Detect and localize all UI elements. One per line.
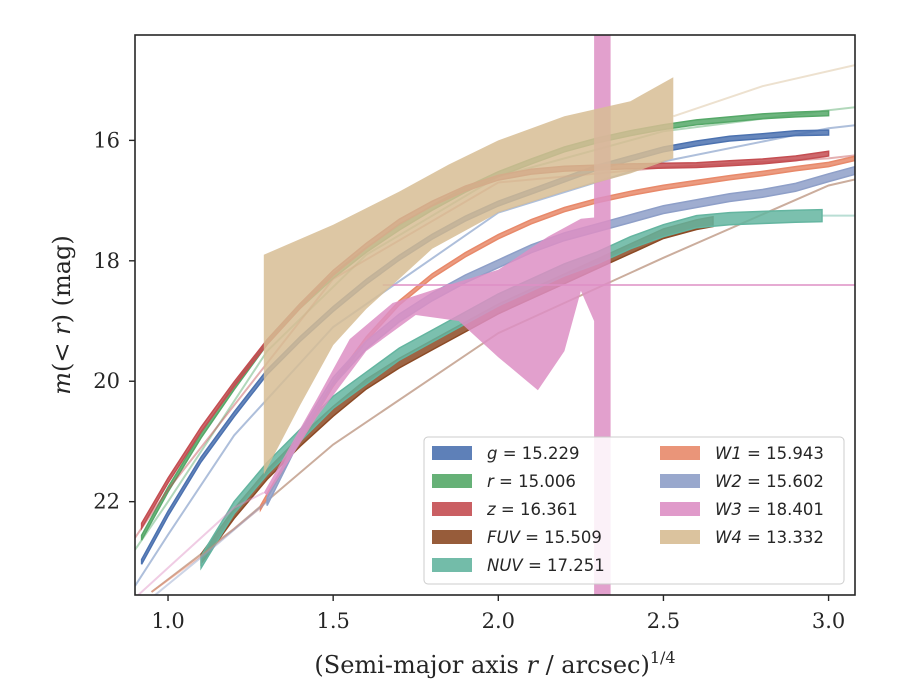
legend-swatch	[660, 502, 700, 516]
x-axis-title: (Semi-major axis r / arcsec)1/4	[314, 648, 675, 679]
x-tick-label: 3.0	[812, 609, 845, 633]
y-tick-label: 20	[93, 369, 120, 393]
legend-swatch	[432, 446, 472, 460]
series-layer	[135, 35, 855, 595]
legend-label: W2 = 15.602	[715, 472, 824, 491]
series-w4-extension	[672, 64, 855, 118]
legend-label: g = 15.229	[487, 444, 580, 463]
series-nuv-band	[200, 208, 823, 571]
legend-label: W3 = 18.401	[715, 500, 824, 519]
x-tick-label: 1.5	[316, 609, 349, 633]
legend-item-z: z = 16.361	[432, 500, 578, 519]
legend-swatch	[432, 502, 472, 516]
legend-label: r = 15.006	[487, 472, 576, 491]
legend-label: FUV = 15.509	[487, 528, 602, 547]
y-axis-title: m(< r) (mag)	[48, 235, 76, 395]
x-tick-label: 2.5	[647, 609, 680, 633]
legend-item-w4: W4 = 13.332	[660, 528, 824, 547]
legend-item-w2: W2 = 15.602	[660, 472, 824, 491]
legend-item-nuv: NUV = 17.251	[432, 556, 605, 575]
plot-frame	[134, 34, 856, 596]
y-tick-label: 16	[93, 128, 120, 152]
ticks-layer: 1.0 1.5 2.0 2.5 3.0 16 18 20 22	[93, 128, 845, 633]
legend-swatch	[660, 530, 700, 544]
legend-item-r: r = 15.006	[432, 472, 576, 491]
series-w1-extension	[150, 506, 262, 593]
y-tick-label: 18	[93, 249, 120, 273]
legend-swatch	[660, 446, 700, 460]
legend-swatch	[660, 474, 700, 488]
legend-swatch	[432, 474, 472, 488]
legend-item-w1: W1 = 15.943	[660, 444, 824, 463]
series-w4-area	[263, 77, 674, 475]
legend: g = 15.229 r = 15.006 z = 16.361 FUV = 15.5…	[423, 436, 845, 585]
x-tick-label: 1.0	[151, 609, 184, 633]
y-tick-label: 22	[93, 490, 120, 514]
legend-label: W1 = 15.943	[715, 444, 824, 463]
series-nuv	[200, 208, 855, 571]
legend-label: NUV = 17.251	[487, 556, 605, 575]
series-w3-area	[263, 35, 611, 595]
series-w3-extension	[136, 491, 265, 595]
legend-swatch	[432, 530, 472, 544]
series-w1	[150, 155, 855, 593]
series-w3	[136, 35, 855, 595]
x-tick-label: 2.0	[482, 609, 515, 633]
series-w1-band	[259, 155, 855, 513]
series-w2-extension	[153, 500, 268, 595]
legend-label: W4 = 13.332	[715, 528, 824, 547]
series-w4	[263, 64, 855, 475]
legend-item-fuv: FUV = 15.509	[432, 528, 602, 547]
legend-item-w3: W3 = 18.401	[660, 500, 824, 519]
legend-item-g: g = 15.229	[432, 444, 580, 463]
legend-box	[423, 436, 845, 585]
legend-swatch	[432, 558, 472, 572]
legend-label: z = 16.361	[486, 500, 578, 519]
